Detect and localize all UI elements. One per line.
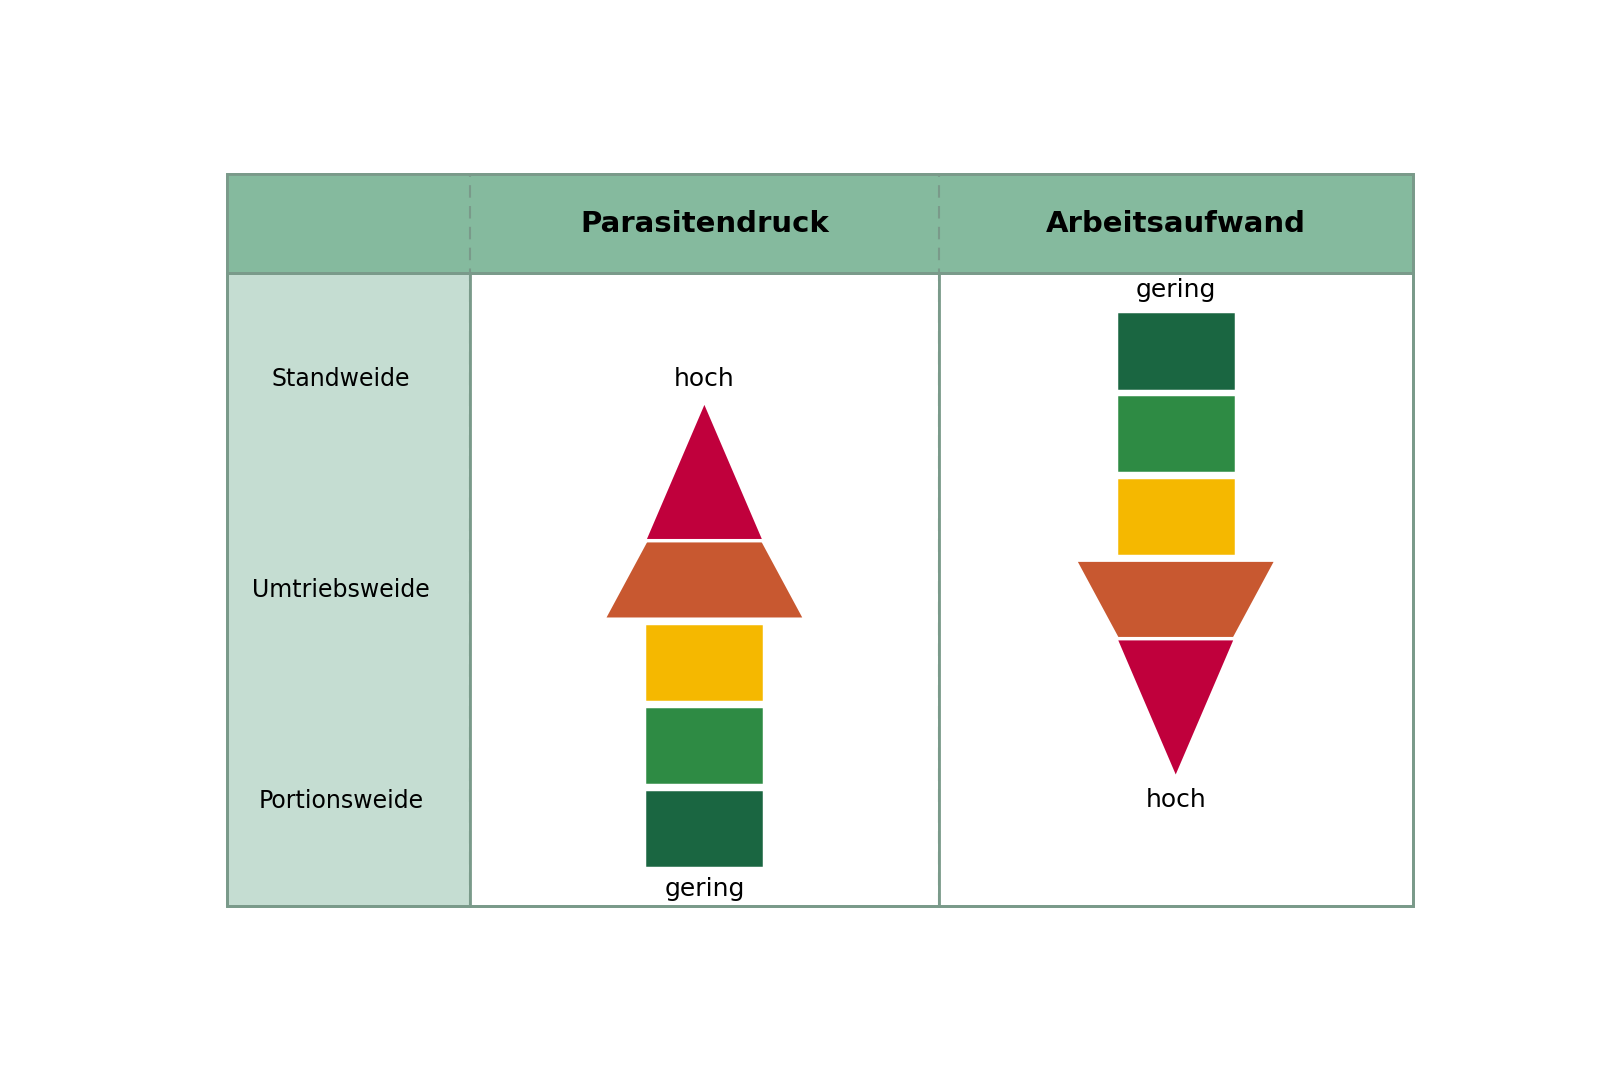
Polygon shape — [645, 401, 765, 540]
Bar — [645, 623, 765, 702]
Bar — [470, 273, 939, 906]
Polygon shape — [1075, 560, 1277, 747]
Text: Standweide: Standweide — [272, 367, 410, 390]
Text: Portionsweide: Portionsweide — [258, 789, 424, 812]
Bar — [645, 706, 765, 785]
Text: gering: gering — [664, 877, 744, 901]
Bar — [227, 273, 470, 906]
Bar — [227, 174, 1413, 273]
Text: Arbeitsaufwand: Arbeitsaufwand — [1046, 210, 1306, 238]
Bar — [1115, 311, 1235, 390]
Bar — [1115, 478, 1235, 556]
Text: Parasitendruck: Parasitendruck — [579, 210, 829, 238]
Bar — [227, 174, 470, 273]
Text: gering: gering — [1136, 278, 1216, 303]
Text: hoch: hoch — [1146, 788, 1206, 812]
Text: Umtriebsweide: Umtriebsweide — [253, 578, 430, 601]
Polygon shape — [603, 433, 805, 619]
Bar — [1115, 394, 1235, 473]
Polygon shape — [1115, 639, 1235, 779]
Bar — [645, 789, 765, 868]
Bar — [227, 174, 1413, 906]
Bar — [939, 273, 1413, 906]
Text: hoch: hoch — [674, 368, 734, 391]
